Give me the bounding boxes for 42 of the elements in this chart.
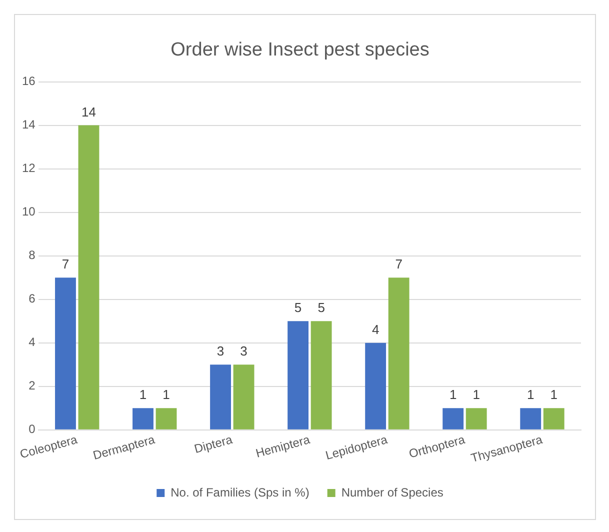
data-label: 3 (216, 344, 224, 359)
bar (365, 342, 386, 430)
y-tick-label: 16 (22, 74, 36, 88)
data-label: 1 (139, 387, 147, 402)
bar (78, 125, 100, 430)
x-tick-label: Hemiptera (254, 432, 312, 460)
data-label: 7 (62, 256, 70, 272)
bar (543, 408, 564, 430)
bar (466, 408, 487, 430)
data-label: 1 (162, 387, 170, 402)
data-label: 7 (395, 256, 402, 272)
legend-label: Number of Species (341, 485, 444, 500)
data-label: 4 (372, 322, 380, 337)
data-label: 1 (472, 387, 480, 402)
bar (310, 321, 332, 430)
y-tick-label: 4 (28, 335, 36, 350)
data-label: 1 (550, 387, 558, 402)
bar (55, 278, 76, 430)
x-tick-label: Orthoptera (407, 432, 467, 461)
data-label: 5 (318, 300, 325, 316)
y-tick-label: 14 (22, 118, 36, 132)
data-label: 3 (240, 344, 248, 359)
bar (233, 364, 254, 430)
y-tick-label: 8 (28, 248, 36, 262)
bar (388, 278, 410, 430)
bar (210, 364, 231, 430)
bar (132, 408, 154, 430)
bar (442, 408, 464, 430)
data-label: 1 (526, 387, 534, 402)
data-label: 1 (449, 387, 457, 402)
y-tick-label: 2 (28, 378, 36, 393)
bar (156, 408, 177, 430)
y-tick-label: 6 (28, 292, 36, 306)
legend-label: No. of Families (Sps in %) (170, 485, 310, 500)
x-tick-label: Diptera (192, 432, 234, 456)
data-label: 5 (294, 300, 302, 316)
bar (520, 408, 542, 430)
bar (288, 321, 309, 430)
y-tick-label: 12 (22, 161, 36, 176)
chart-title: Order wise Insect pest species (170, 40, 430, 61)
data-label: 14 (82, 104, 96, 120)
y-tick-label: 10 (22, 204, 36, 219)
